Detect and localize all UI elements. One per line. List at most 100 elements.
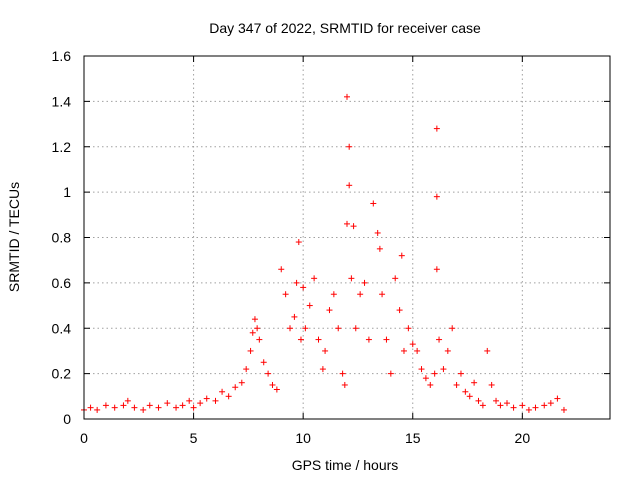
data-point	[173, 404, 180, 411]
data-point	[341, 381, 348, 388]
data-point	[383, 336, 390, 343]
y-tick-label: 1.4	[52, 93, 72, 109]
y-tick-label: 1.2	[52, 139, 72, 155]
data-point	[418, 366, 425, 373]
data-point	[219, 388, 226, 395]
data-point	[519, 402, 526, 409]
data-point	[256, 336, 263, 343]
data-point	[291, 313, 298, 320]
data-point	[457, 370, 464, 377]
data-point	[357, 291, 364, 298]
data-point	[265, 370, 272, 377]
y-tick-label: 1	[63, 184, 71, 200]
data-point	[398, 252, 405, 259]
data-point	[346, 182, 353, 189]
data-point	[203, 395, 210, 402]
x-tick-label: 0	[80, 430, 88, 446]
data-point	[269, 381, 276, 388]
x-tick-label: 10	[295, 430, 311, 446]
data-points	[81, 93, 567, 413]
data-point	[400, 347, 407, 354]
data-point	[273, 386, 280, 393]
data-point	[560, 406, 567, 413]
data-point	[302, 325, 309, 332]
data-point	[409, 341, 416, 348]
x-axis-label: GPS time / hours	[292, 457, 399, 473]
data-point	[433, 193, 440, 200]
y-tick-label: 0.4	[52, 320, 72, 336]
data-point	[146, 402, 153, 409]
data-point	[379, 291, 386, 298]
data-point	[124, 397, 131, 404]
data-point	[427, 381, 434, 388]
grid-lines	[84, 56, 610, 419]
data-point	[293, 279, 300, 286]
data-point	[179, 402, 186, 409]
data-point	[94, 406, 101, 413]
data-point	[370, 200, 377, 207]
data-point	[297, 336, 304, 343]
y-axis-label: SRMTID / TECUs	[6, 182, 22, 292]
data-point	[497, 402, 504, 409]
data-point	[376, 245, 383, 252]
data-point	[186, 397, 193, 404]
data-point	[475, 397, 482, 404]
x-tick-label: 15	[405, 430, 421, 446]
data-point	[339, 370, 346, 377]
data-point	[278, 266, 285, 273]
data-point	[326, 307, 333, 314]
data-point	[479, 402, 486, 409]
data-point	[249, 329, 256, 336]
data-point	[282, 291, 289, 298]
data-point	[503, 400, 510, 407]
y-tick-label: 0	[63, 411, 71, 427]
data-point	[335, 325, 342, 332]
data-point	[344, 220, 350, 227]
data-point	[140, 406, 147, 413]
data-point	[433, 266, 440, 273]
data-point	[238, 379, 245, 386]
data-point	[212, 397, 219, 404]
data-point	[396, 307, 403, 314]
data-point	[300, 284, 307, 291]
data-point	[232, 384, 239, 391]
data-point	[287, 325, 294, 332]
data-point	[484, 347, 491, 354]
x-tick-label: 5	[190, 430, 198, 446]
data-point	[225, 393, 232, 400]
data-point	[306, 302, 313, 309]
data-point	[453, 381, 460, 388]
data-point	[330, 291, 337, 298]
y-tick-label: 0.6	[52, 275, 72, 291]
x-tick-label: 20	[515, 430, 531, 446]
axis-ticks: 0 0.2 0.4 0.6 0.8 1 1.2 1.4 1.6 0 5 10 15 20	[52, 48, 610, 446]
data-point	[350, 223, 357, 230]
data-point	[260, 359, 267, 366]
chart-title: Day 347 of 2022, SRMTID for receiver cas…	[209, 20, 481, 36]
data-point	[405, 325, 412, 332]
data-point	[436, 336, 443, 343]
data-point	[466, 393, 473, 400]
data-point	[319, 366, 326, 373]
data-point	[392, 275, 399, 282]
data-point	[197, 400, 204, 407]
data-point	[433, 125, 440, 132]
data-point	[387, 370, 394, 377]
data-point	[120, 402, 127, 409]
data-point	[295, 239, 302, 246]
data-point	[352, 325, 359, 332]
data-point	[346, 143, 353, 150]
data-point	[554, 395, 561, 402]
data-point	[344, 93, 350, 100]
data-point	[422, 375, 429, 382]
data-point	[488, 381, 495, 388]
data-point	[525, 406, 532, 413]
data-point	[254, 325, 261, 332]
data-point	[510, 404, 517, 411]
data-point	[155, 404, 162, 411]
data-point	[462, 388, 469, 395]
data-point	[247, 347, 254, 354]
data-point	[243, 366, 250, 373]
data-point	[102, 402, 109, 409]
